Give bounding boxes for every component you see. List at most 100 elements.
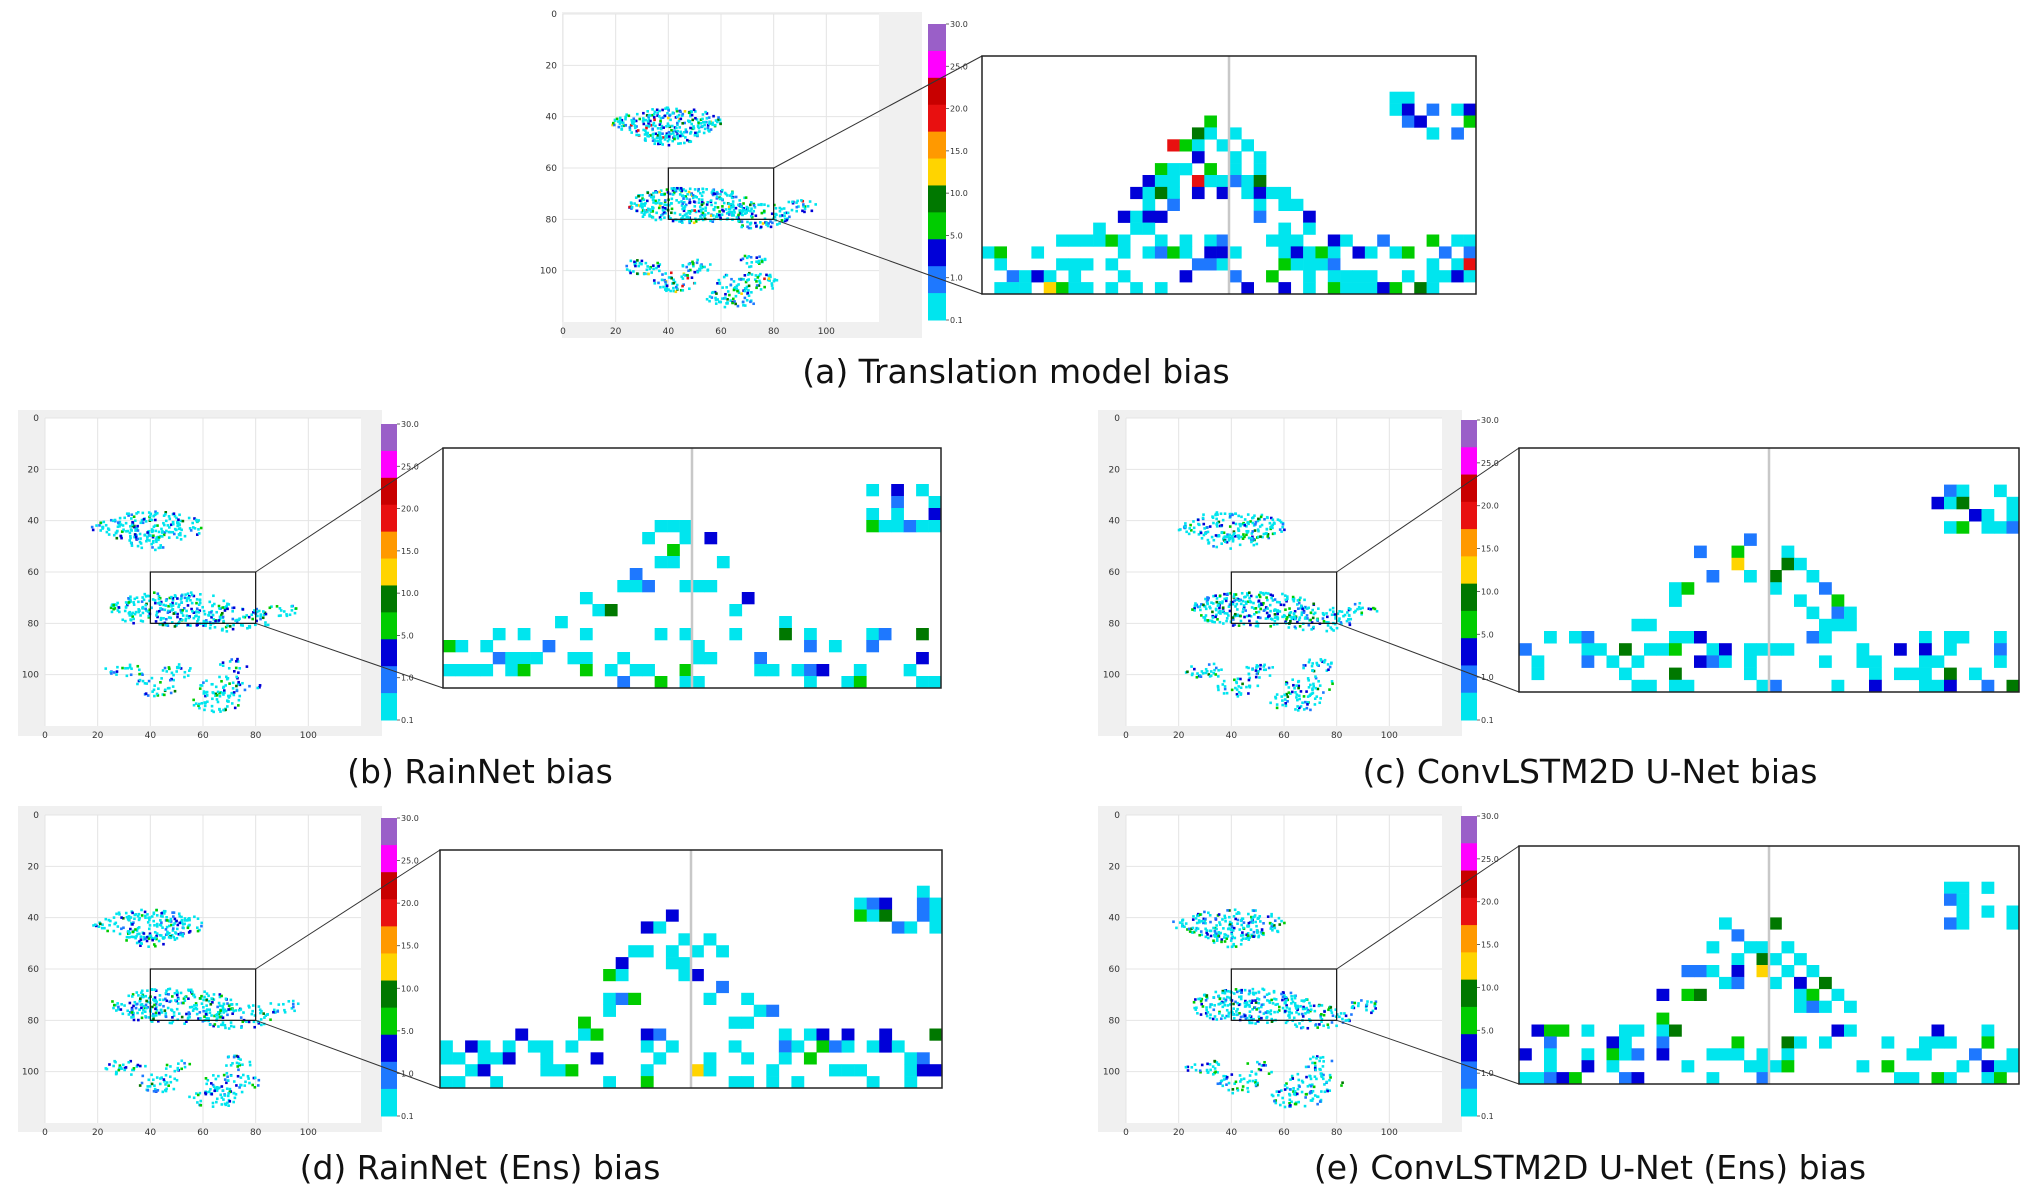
- zoom-bias-cell: [1644, 643, 1657, 656]
- bias-cell: [721, 286, 724, 289]
- zoom-bias-cell: [1956, 881, 1970, 894]
- bias-cell: [188, 918, 191, 922]
- bias-cell: [1202, 917, 1206, 921]
- bias-cell: [747, 289, 750, 292]
- bias-cell: [1207, 619, 1211, 622]
- bias-cell: [1308, 1083, 1312, 1087]
- bias-cell: [1211, 610, 1214, 614]
- bias-cell: [1292, 1092, 1296, 1096]
- bias-cell: [167, 530, 171, 534]
- bias-cell: [1262, 1003, 1265, 1006]
- bias-cell: [1226, 989, 1230, 993]
- bias-cell: [130, 544, 134, 547]
- bias-cell: [165, 529, 168, 533]
- zoom-bias-cell: [1919, 667, 1932, 681]
- zoom-bias-cell: [1681, 1060, 1695, 1073]
- bias-cell: [757, 203, 760, 207]
- bias-cell: [664, 282, 668, 286]
- bias-cell: [1312, 685, 1315, 688]
- x-tick-label: 60: [197, 731, 209, 741]
- bias-cell: [701, 211, 705, 215]
- bias-cell: [199, 593, 202, 596]
- bias-cell: [182, 926, 185, 930]
- bias-cell: [203, 1015, 206, 1018]
- bias-cell: [676, 136, 680, 140]
- bias-cell: [1204, 671, 1208, 675]
- bias-cell: [1215, 939, 1219, 942]
- zoom-bias-cell: [1706, 941, 1720, 954]
- bias-cell: [731, 203, 735, 206]
- bias-cell: [247, 615, 251, 619]
- bias-cell: [159, 544, 163, 547]
- bias-cell: [188, 929, 192, 933]
- bias-cell: [149, 534, 152, 537]
- bias-cell: [667, 143, 671, 147]
- bias-cell: [154, 1003, 158, 1006]
- bias-cell: [1227, 539, 1231, 542]
- bias-cell: [1208, 1016, 1212, 1020]
- bias-cell: [1342, 614, 1345, 618]
- bias-cell: [185, 599, 189, 603]
- bias-cell: [780, 219, 784, 222]
- bias-cell: [1221, 989, 1225, 993]
- bias-cell: [1215, 937, 1219, 940]
- zoom-bias-cell: [1769, 570, 1782, 583]
- zoom-bias-cell: [653, 1028, 667, 1041]
- bias-cell: [290, 605, 294, 608]
- bias-cell: [1218, 923, 1222, 926]
- bias-cell: [1201, 516, 1205, 520]
- bias-cell: [1254, 669, 1258, 672]
- bias-cell: [1200, 536, 1204, 540]
- bias-cell: [1237, 995, 1241, 999]
- bias-cell: [228, 624, 232, 628]
- zoom-bias-cell: [1278, 198, 1292, 211]
- zoom-bias-cell: [704, 652, 718, 665]
- bias-cell: [177, 1062, 180, 1065]
- colorbar-segment: [381, 1088, 397, 1117]
- bias-cell: [1209, 920, 1212, 924]
- bias-cell: [659, 121, 663, 124]
- bias-cell: [658, 123, 662, 126]
- bias-cell: [1239, 1080, 1242, 1083]
- y-tick-label: 100: [22, 671, 39, 681]
- bias-cell: [656, 261, 659, 265]
- bias-cell: [1326, 1089, 1329, 1093]
- bias-cell: [621, 121, 625, 125]
- bias-cell: [1172, 920, 1175, 924]
- bias-cell: [729, 283, 733, 287]
- bias-cell: [677, 119, 681, 123]
- bias-cell: [1288, 1092, 1291, 1096]
- bias-cell: [164, 1083, 167, 1086]
- colorbar-segment: [1461, 1061, 1477, 1090]
- bias-cell: [1269, 1012, 1273, 1016]
- bias-cell: [262, 1012, 265, 1015]
- bias-cell: [708, 299, 711, 303]
- bias-cell: [1222, 927, 1225, 930]
- bias-cell: [748, 265, 751, 269]
- bias-cell: [685, 197, 689, 200]
- bias-cell: [1366, 1000, 1369, 1003]
- bias-cell: [115, 912, 118, 916]
- bias-cell: [1307, 623, 1311, 627]
- bias-cell: [106, 527, 110, 530]
- bias-cell: [1239, 677, 1242, 681]
- zoom-bias-cell: [1229, 127, 1242, 140]
- zoom-bias-cell: [1706, 643, 1720, 656]
- zoom-bias-cell: [1179, 163, 1193, 176]
- bias-cell: [649, 209, 652, 213]
- bias-cell: [180, 601, 184, 604]
- bias-cell: [673, 129, 676, 132]
- bias-cell: [195, 533, 199, 536]
- bias-cell: [232, 670, 236, 673]
- bias-cell: [1192, 530, 1196, 534]
- bias-cell: [692, 108, 696, 112]
- bias-cell: [677, 201, 681, 204]
- bias-cell: [123, 609, 127, 613]
- bias-cell: [656, 111, 659, 115]
- bias-cell: [1294, 1023, 1297, 1027]
- bias-cell: [138, 532, 142, 536]
- bias-cell: [129, 534, 132, 538]
- bias-cell: [223, 1008, 227, 1012]
- bias-cell: [666, 122, 670, 125]
- bias-cell: [1356, 607, 1359, 611]
